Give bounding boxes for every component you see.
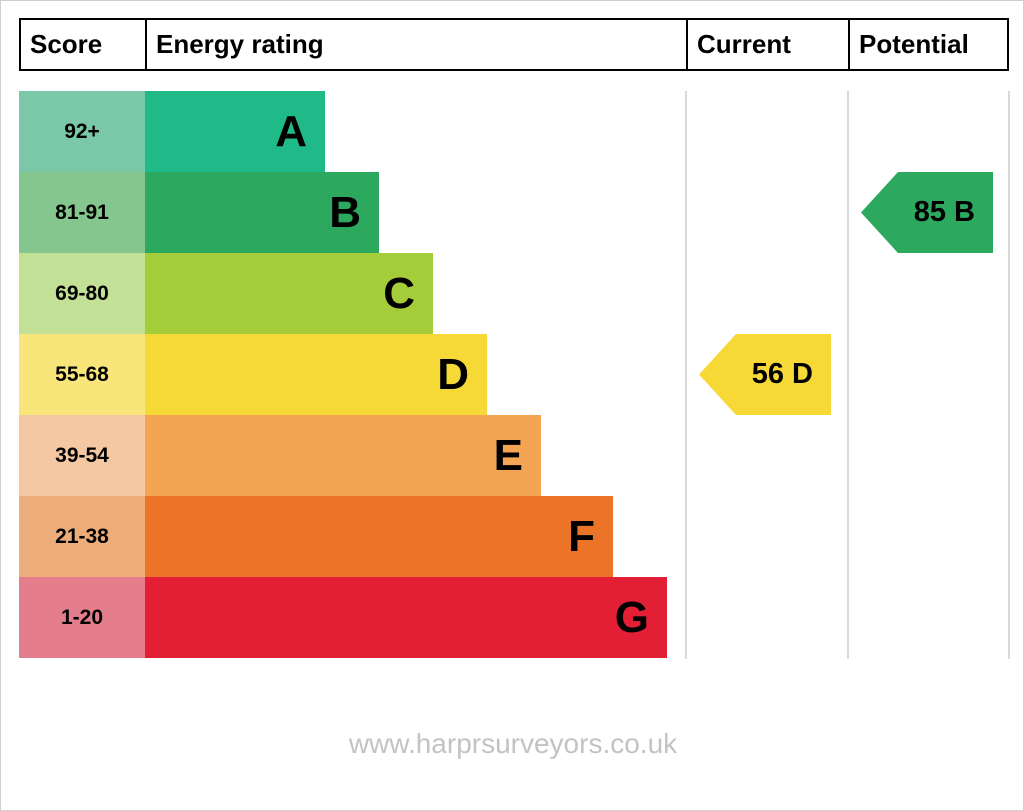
score-range-b: 81-91 bbox=[19, 172, 145, 253]
band-a: A bbox=[145, 91, 325, 172]
score-range-a: 92+ bbox=[19, 91, 145, 172]
band-e: E bbox=[145, 415, 541, 496]
potential-column-divider bbox=[847, 91, 849, 659]
header-divider bbox=[686, 20, 688, 69]
score-range-f: 21-38 bbox=[19, 496, 145, 577]
band-c: C bbox=[145, 253, 433, 334]
current-column-divider bbox=[685, 91, 687, 659]
header-current: Current bbox=[697, 29, 791, 59]
watermark: www.harprsurveyors.co.uk bbox=[348, 728, 678, 759]
score-range-c: 69-80 bbox=[19, 253, 145, 334]
header-row: Score Energy rating Current Potential bbox=[19, 18, 1009, 71]
current-rating-arrow: 56 D bbox=[699, 334, 831, 415]
band-f: F bbox=[145, 496, 613, 577]
header-energy-rating: Energy rating bbox=[156, 29, 324, 59]
header-potential: Potential bbox=[859, 29, 969, 59]
right-column-border bbox=[1008, 91, 1010, 659]
band-g: G bbox=[145, 577, 667, 658]
header-divider bbox=[145, 20, 147, 69]
score-range-g: 1-20 bbox=[19, 577, 145, 658]
potential-rating-arrow: 85 B bbox=[861, 172, 993, 253]
score-range-e: 39-54 bbox=[19, 415, 145, 496]
band-d: D bbox=[145, 334, 487, 415]
header-score: Score bbox=[30, 29, 103, 59]
score-range-d: 55-68 bbox=[19, 334, 145, 415]
band-b: B bbox=[145, 172, 379, 253]
header-divider bbox=[848, 20, 850, 69]
